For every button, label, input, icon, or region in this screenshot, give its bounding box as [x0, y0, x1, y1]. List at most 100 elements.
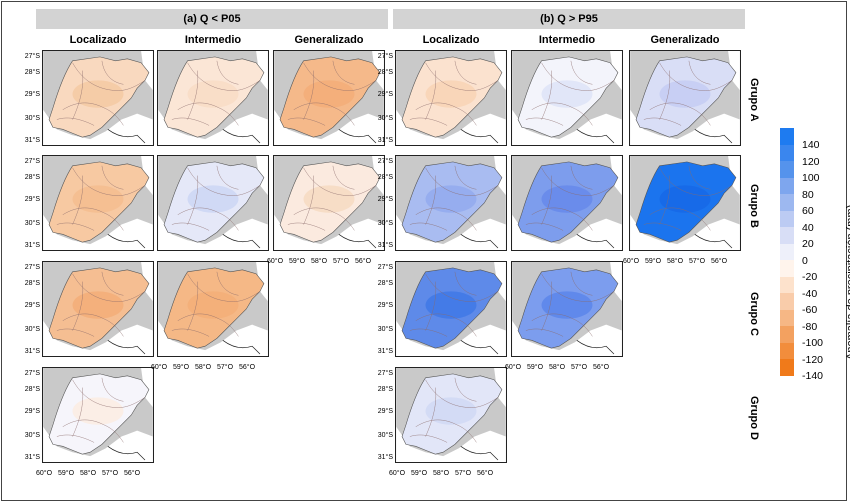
boundary-line-2 — [303, 70, 315, 120]
lat-tick-ra2-1: 28°S — [24, 280, 40, 287]
boundary-line-1 — [293, 207, 355, 231]
southern-area — [158, 214, 268, 250]
map-panel-b-r2-c0 — [395, 261, 507, 357]
lon-tick-a-c-3: 57°O — [216, 364, 234, 371]
colorbar-label-0: 140 — [802, 139, 820, 151]
lat-tick-rb2-3: 30°S — [377, 326, 393, 333]
colorbar-label-14: -140 — [802, 370, 824, 382]
lon-tick-b-b-2: 58°O — [666, 258, 684, 265]
boundary-line-1 — [415, 207, 477, 231]
section-header-a: (a) Q < P05 — [36, 9, 388, 29]
colorbar-swatch-7 — [780, 243, 794, 261]
lon-tick-a-d-0: 60°O — [35, 470, 53, 477]
lat-tick-ra0-3: 30°S — [24, 115, 40, 122]
map-panel-b-r0-c0 — [395, 50, 507, 146]
lat-tick-rb2-1: 28°S — [377, 280, 393, 287]
lon-tick-a-d-3: 57°O — [101, 470, 119, 477]
boundary-line-4 — [643, 222, 682, 231]
boundary-line-4 — [171, 222, 210, 231]
lon-tick-a-b-1: 59°O — [288, 258, 306, 265]
anomaly-core — [541, 185, 593, 213]
boundary-line-0 — [541, 167, 615, 196]
lon-tick-a-c-1: 59°O — [172, 364, 190, 371]
colorbar-swatch-2 — [780, 161, 794, 178]
anomaly-core — [303, 185, 355, 213]
boundary-line-3 — [454, 377, 477, 402]
boundary-line-1 — [62, 102, 124, 126]
coast-line — [107, 446, 146, 461]
colorbar-label-1: 120 — [802, 155, 820, 168]
column-label-a-2: Generalizado — [294, 34, 364, 46]
boundary-line-4 — [409, 434, 448, 443]
lat-tick-rb2-2: 29°S — [377, 302, 393, 309]
southern-area — [396, 320, 506, 356]
coast-line — [460, 446, 499, 461]
lat-tick-ra0-4: 31°S — [24, 137, 40, 144]
lat-tick-rb3-4: 31°S — [377, 454, 393, 461]
map-panel-b-r0-c2 — [629, 50, 741, 146]
southern-area — [43, 320, 153, 356]
anomaly-core — [659, 185, 711, 213]
colorbar-label-5: 40 — [802, 221, 814, 234]
southern-area — [43, 214, 153, 250]
lat-tick-rb0-4: 31°S — [377, 137, 393, 144]
coast-line — [338, 234, 377, 249]
boundary-line-2 — [425, 175, 437, 225]
boundary-line-1 — [415, 313, 477, 337]
southern-area — [396, 214, 506, 250]
anomaly-core — [72, 397, 124, 425]
boundary-line-4 — [525, 328, 564, 337]
map-panel-b-r1-c0 — [395, 155, 507, 251]
lat-tick-rb1-0: 27°S — [377, 158, 393, 165]
boundary-line-1 — [531, 313, 593, 337]
lat-tick-ra3-2: 29°S — [24, 408, 40, 415]
lat-tick-ra1-0: 27°S — [24, 158, 40, 165]
boundary-line-0 — [659, 62, 733, 91]
colorbar-swatch-8 — [780, 260, 794, 277]
lon-tick-a-b-2: 58°O — [310, 258, 328, 265]
southern-area — [512, 320, 622, 356]
southern-area — [158, 109, 268, 145]
southern-area — [396, 109, 506, 145]
anomaly-core — [72, 80, 124, 108]
coast-line — [222, 340, 261, 355]
boundary-line-2 — [72, 70, 84, 120]
lat-tick-ra1-4: 31°S — [24, 242, 40, 249]
coast-line — [107, 129, 146, 144]
boundary-line-4 — [171, 328, 210, 337]
lat-tick-rb2-0: 27°S — [377, 264, 393, 271]
anomaly-core — [72, 185, 124, 213]
lat-tick-rb0-3: 30°S — [377, 115, 393, 122]
column-label-a-1: Intermedio — [184, 34, 242, 46]
colorbar-label-8: -20 — [802, 271, 818, 283]
boundary-line-2 — [541, 70, 553, 120]
lat-tick-ra2-0: 27°S — [24, 264, 40, 271]
lon-tick-b-d-1: 59°O — [410, 470, 428, 477]
colorbar-label-2: 100 — [802, 172, 820, 184]
boundary-line-1 — [62, 419, 124, 443]
boundary-line-3 — [101, 165, 124, 190]
boundary-line-2 — [425, 387, 437, 437]
lat-tick-rb1-1: 28°S — [377, 174, 393, 181]
column-label-a-0: Localizado — [69, 34, 127, 46]
lat-tick-rb0-0: 27°S — [377, 53, 393, 60]
lon-tick-b-d-0: 60°O — [388, 470, 406, 477]
colorbar-swatch-0 — [780, 128, 794, 145]
lat-tick-rb2-4: 31°S — [377, 348, 393, 355]
anomaly-core — [425, 291, 477, 319]
boundary-line-3 — [332, 60, 355, 85]
boundary-line-2 — [187, 70, 199, 120]
colorbar-label-6: 20 — [802, 238, 814, 250]
boundary-line-2 — [425, 70, 437, 120]
coast-line — [222, 129, 261, 144]
southern-area — [512, 109, 622, 145]
map-panel-b-r2-c1 — [511, 261, 623, 357]
coast-line — [107, 234, 146, 249]
lat-tick-ra3-0: 27°S — [24, 370, 40, 377]
boundary-line-3 — [688, 60, 711, 85]
southern-area — [274, 214, 384, 250]
colorbar-swatch-10 — [780, 293, 794, 310]
lat-tick-ra2-4: 31°S — [24, 348, 40, 355]
map-panel-a-r3-c0 — [42, 367, 154, 463]
boundary-line-1 — [177, 313, 239, 337]
